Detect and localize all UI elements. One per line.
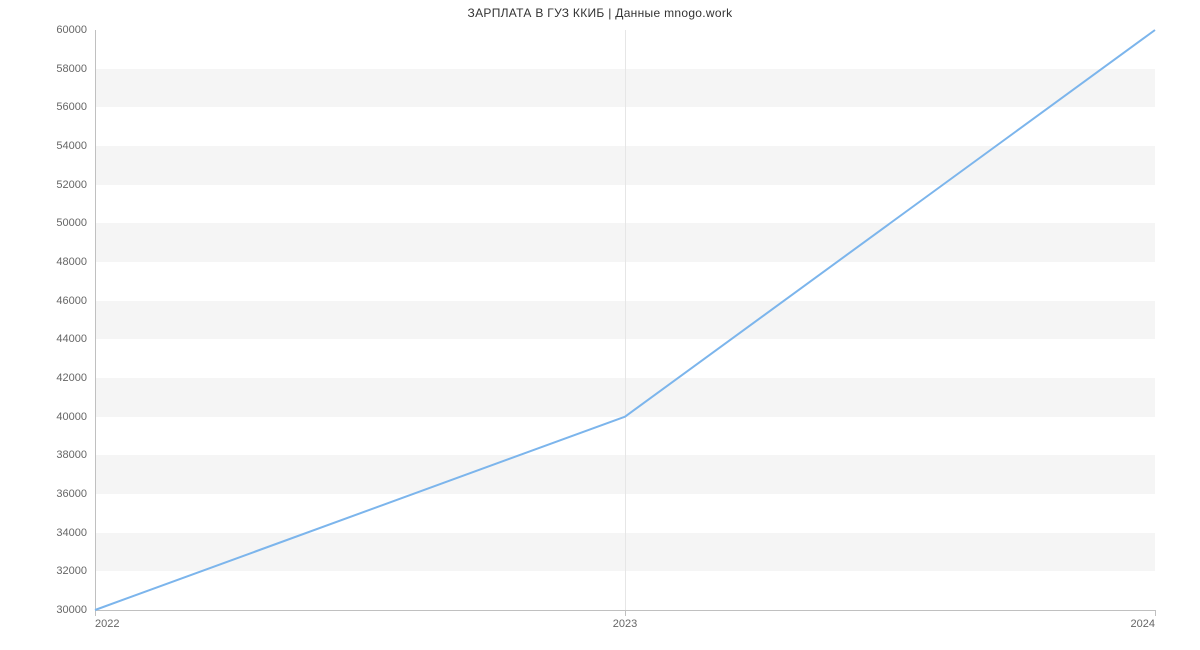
y-tick-label: 48000: [56, 256, 87, 268]
y-tick-label: 44000: [56, 333, 87, 345]
x-tick-mark: [95, 610, 96, 616]
y-tick-label: 30000: [56, 604, 87, 616]
y-tick-label: 42000: [56, 372, 87, 384]
x-tick-mark: [625, 610, 626, 616]
y-tick-label: 38000: [56, 449, 87, 461]
y-tick-label: 60000: [56, 24, 87, 36]
x-tick-label: 2024: [1131, 618, 1155, 630]
plot-area: 3000032000340003600038000400004200044000…: [95, 30, 1155, 610]
y-tick-label: 54000: [56, 140, 87, 152]
x-tick-label: 2022: [95, 618, 119, 630]
y-tick-label: 50000: [56, 217, 87, 229]
y-tick-label: 56000: [56, 101, 87, 113]
y-tick-label: 52000: [56, 179, 87, 191]
y-tick-label: 36000: [56, 488, 87, 500]
x-tick-label: 2023: [613, 618, 637, 630]
series-line: [95, 30, 1155, 610]
salary-line-chart: ЗАРПЛАТА В ГУЗ ККИБ | Данные mnogo.work …: [0, 0, 1200, 650]
y-tick-label: 46000: [56, 295, 87, 307]
y-tick-label: 58000: [56, 63, 87, 75]
y-tick-label: 34000: [56, 527, 87, 539]
y-tick-label: 40000: [56, 411, 87, 423]
y-tick-label: 32000: [56, 565, 87, 577]
x-tick-mark: [1155, 610, 1156, 616]
chart-title: ЗАРПЛАТА В ГУЗ ККИБ | Данные mnogo.work: [0, 6, 1200, 20]
